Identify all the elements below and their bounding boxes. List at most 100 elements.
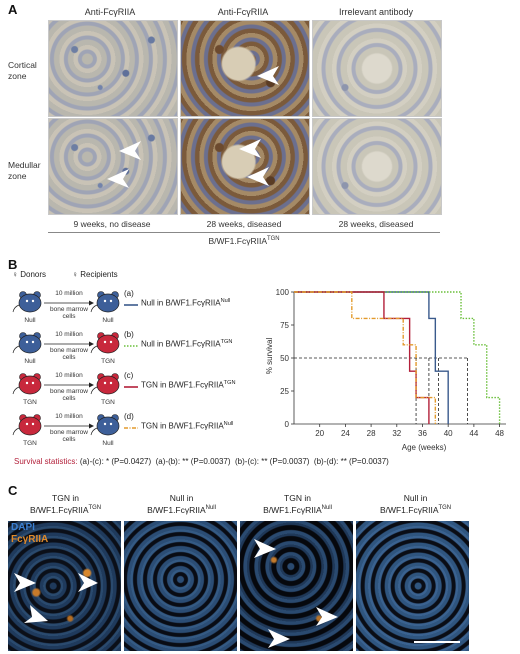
stat-ab: (a)-(b): ** (P=0.0037): [155, 457, 231, 466]
survival-curve-c: [294, 291, 430, 424]
scale-bar: [414, 641, 460, 643]
col-head-3: Irrelevant antibody: [338, 7, 414, 17]
recipient-genotype: Null: [102, 317, 114, 324]
arrowhead-icon: [257, 66, 279, 85]
ihc-cortical-9w: [48, 20, 178, 117]
arrow-head-icon: [89, 300, 94, 306]
title-c4-sup: TGN: [438, 505, 452, 511]
title-c2-l2: B/WF1.FcγRIIA: [147, 504, 206, 515]
schematic-row-d: [12, 414, 120, 436]
y-tick-label: 75: [280, 321, 289, 330]
x-axis-title: Age (weeks): [402, 443, 447, 452]
title-c1: TGN in B/WF1.FcγRIIATGN: [8, 493, 123, 515]
title-c1-l2: B/WF1.FcγRIIA: [29, 504, 89, 515]
transfer-amount: 10 million: [55, 372, 83, 379]
panel-c-letter: C: [8, 483, 18, 498]
y-tick-label: 0: [285, 420, 290, 429]
title-c3: TGN in B/WF1.FcγRIIANull: [240, 493, 355, 515]
group-label-sup: TGN: [223, 380, 236, 386]
legend-swatch: [124, 427, 138, 429]
stat-bd: (b)-(d): ** (P=0.0037): [313, 457, 389, 466]
mouse-icon: [12, 291, 42, 313]
survival-statistics: Survival statistics: (a)-(c): * (P=0.042…: [14, 457, 389, 466]
group-tag: (d): [124, 412, 134, 421]
col-head-1: Anti-FcγRIIA: [84, 7, 136, 17]
group-tag: (b): [124, 330, 134, 339]
transfer-cells: bone marrow cells: [50, 429, 88, 443]
mouse-icon: [90, 373, 120, 395]
group-label: Null in B/WF1.FcγRIIANull: [141, 298, 230, 308]
group-tag: (c): [124, 371, 134, 380]
strain-sup: TGN: [267, 236, 280, 243]
mouse-icon: [90, 291, 120, 313]
x-tick-label: 40: [444, 429, 453, 438]
if-image-3: [240, 521, 353, 651]
stat-bc: (b)-(c): ** (P=0.0037): [235, 457, 310, 466]
arrowhead-icon: [254, 539, 338, 648]
title-c2-l1: Null in: [169, 493, 194, 503]
panel-b-letter: B: [8, 257, 18, 272]
donor-genotype: TGN: [23, 440, 37, 447]
survival-curve-b: [294, 291, 501, 424]
group-label: Null in B/WF1.FcγRIIATGN: [141, 339, 232, 349]
caption-28w-b: 28 weeks, diseased: [338, 219, 414, 229]
mouse-icon: [90, 414, 120, 436]
group-label: TGN in B/WF1.FcγRIIATGN: [141, 380, 235, 390]
arrowhead-icon: [107, 141, 141, 188]
caption-9w: 9 weeks, no disease: [73, 219, 151, 229]
group-label-sup: Null: [220, 298, 231, 304]
transfer-amount: 10 million: [55, 413, 83, 420]
y-tick-label: 50: [280, 354, 289, 363]
title-c4: Null in B/WF1.FcγRIIATGN: [358, 493, 473, 515]
row-head-cortical: Cortical zone: [8, 60, 37, 81]
group-label-text: Null in B/WF1.FcγRIIA: [141, 298, 221, 308]
title-c4-l1: Null in: [403, 493, 428, 503]
caption-divider: [48, 232, 440, 233]
arrowhead-icon: [14, 573, 98, 623]
strain-label: B/WF1.FcγRIIATGN: [48, 236, 440, 246]
if-image-2: [124, 521, 237, 651]
x-tick-label: 36: [418, 429, 427, 438]
transfer-cells: bone marrow cells: [50, 306, 88, 320]
y-tick-label: 100: [276, 288, 290, 297]
strain-text: B/WF1.FcγRIIA: [208, 236, 267, 246]
recipient-genotype: TGN: [101, 399, 115, 406]
arrow-head-icon: [89, 423, 94, 429]
x-tick-label: 32: [392, 429, 401, 438]
donors-label: ♀ Donors: [12, 270, 47, 279]
caption-28w-a: 28 weeks, diseased: [206, 219, 282, 229]
donor-genotype: TGN: [23, 399, 37, 406]
panel-a-letter: A: [8, 2, 18, 17]
group-label-sup: Null: [223, 421, 234, 427]
schematic-row-c: [12, 373, 120, 395]
transfer-cells: bone marrow cells: [50, 388, 88, 402]
ihc-medullar-28w: [180, 118, 310, 215]
title-c1-sup: TGN: [88, 505, 102, 511]
col-head-2: Anti-FcγRIIA: [217, 7, 269, 17]
arrow-head-icon: [89, 341, 94, 347]
x-tick-label: 48: [495, 429, 504, 438]
group-tag: (a): [124, 289, 134, 298]
group-label-text: TGN in B/WF1.FcγRIIA: [141, 421, 224, 431]
group-label-text: Null in B/WF1.FcγRIIA: [141, 339, 221, 349]
transfer-amount: 10 million: [55, 331, 83, 338]
recipients-label: ♀ Recipients: [72, 270, 118, 279]
survival-chart: % survival Age (weeks) 0 25 50 75 100 20 24 28 3…: [265, 288, 506, 452]
ihc-cortical-irrelevant: [312, 20, 442, 117]
if-image-4: [356, 521, 469, 651]
group-label-text: TGN in B/WF1.FcγRIIA: [141, 380, 224, 390]
title-c3-sup: Null: [321, 505, 332, 511]
title-c3-l2: B/WF1.FcγRIIA: [263, 504, 322, 515]
mouse-icon: [12, 414, 42, 436]
legend-swatch: [124, 386, 138, 388]
donor-genotype: Null: [24, 317, 36, 324]
x-tick-label: 24: [341, 429, 350, 438]
row-head-medullar: Medullar zone: [8, 160, 41, 181]
legend-swatch: [124, 345, 138, 347]
y-tick-label: 25: [280, 387, 289, 396]
schematic-row-b: [12, 332, 120, 354]
title-c2-sup: Null: [205, 505, 216, 511]
statistics-label: Survival statistics:: [14, 457, 78, 466]
title-c3-l1: TGN in: [284, 493, 311, 503]
arrow-head-icon: [89, 382, 94, 388]
